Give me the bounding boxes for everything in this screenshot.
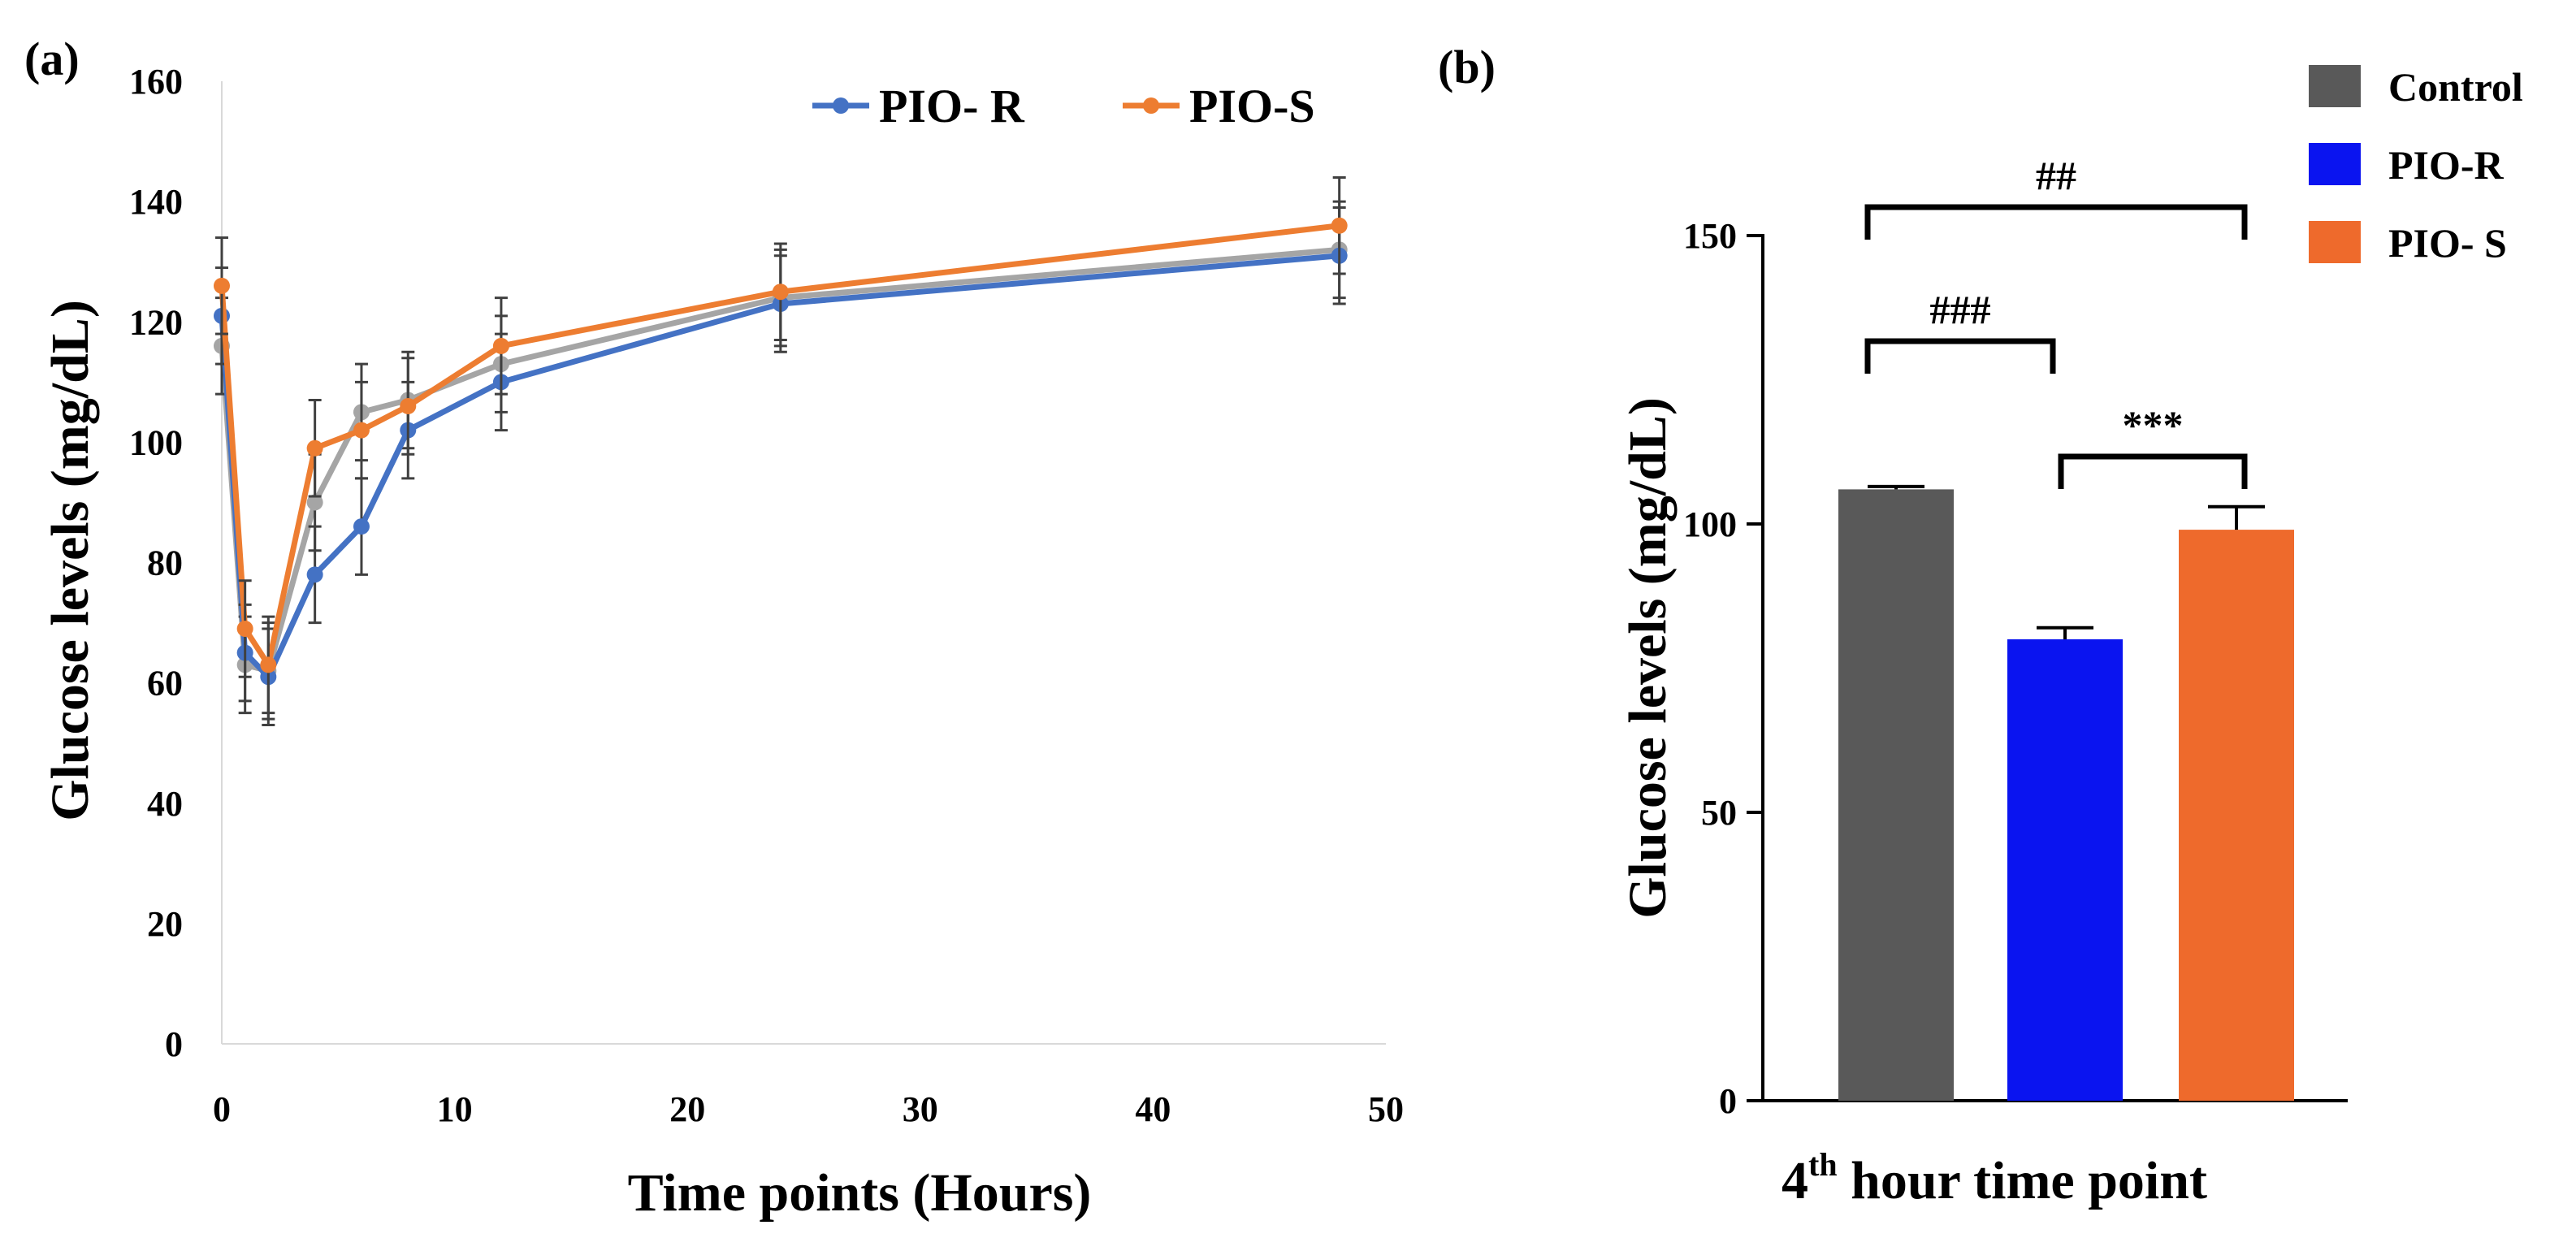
data-point (236, 620, 253, 637)
x-axis-title-b-main: 4 (1782, 1151, 1808, 1210)
legend-label-b: PIO-R (2388, 142, 2505, 188)
x-tick-label-a: 0 (213, 1089, 231, 1129)
y-tick-label-a: 160 (129, 62, 183, 102)
x-tick-label-a: 20 (669, 1089, 705, 1129)
data-point (353, 518, 370, 535)
y-tick-label-a: 120 (129, 302, 183, 342)
x-axis-title-b: 4th hour time point (1782, 1146, 2207, 1210)
data-point (772, 284, 789, 301)
significance-bracket (2058, 453, 2248, 489)
data-point (306, 566, 323, 583)
significance-label: *** (2123, 402, 2184, 448)
significance-bracket (1864, 338, 2056, 374)
legend-marker-a (833, 97, 849, 114)
significance-brackets: #####*** (1864, 153, 2248, 489)
y-tick-label-b: 150 (1683, 216, 1737, 256)
x-axis-title-b-sup: th (1808, 1146, 1838, 1183)
y-axis-title-b: Glucose levels (mg/dL) (1618, 397, 1678, 919)
legend-label-a: PIO-S (1189, 80, 1315, 132)
data-point (400, 397, 417, 414)
significance-label: ## (2036, 153, 2076, 198)
significance-label: ### (1930, 287, 1991, 332)
y-tick-label-a: 0 (165, 1024, 183, 1064)
x-axis-title-a: Time points (Hours) (628, 1163, 1092, 1223)
panel-label-b: (b) (1438, 41, 1496, 93)
y-tick-label-b: 100 (1683, 504, 1737, 544)
legend-label-b: PIO- S (2388, 220, 2507, 266)
legend-swatch-b (2309, 221, 2361, 263)
data-point (353, 422, 370, 439)
bar-control (1838, 489, 1954, 1101)
x-tick-label-a: 50 (1368, 1089, 1404, 1129)
x-tick-label-a: 10 (437, 1089, 473, 1129)
y-tick-label-a: 140 (129, 182, 183, 222)
y-tick-label-a: 40 (147, 784, 183, 824)
legend-swatch-b (2309, 143, 2361, 185)
bars-b (1838, 484, 2294, 1101)
significance-bracket (1864, 204, 2248, 240)
data-point (306, 439, 323, 457)
bar-pio-r (2007, 639, 2123, 1101)
data-point (1331, 217, 1348, 234)
panel-label-a: (a) (24, 32, 80, 85)
y-tick-label-a: 60 (147, 664, 183, 703)
y-tick-label-a: 80 (147, 543, 183, 583)
y-tick-label-a: 20 (147, 904, 183, 944)
series-group-a (214, 176, 1348, 726)
legend-a: PIO- R PIO-S (812, 80, 1315, 132)
line-chart-panel-a: (a) 0 20 40 60 80 100 120 140 160 0 10 20 30 40 50 PIO… (24, 32, 1404, 1223)
legend-swatch-b (2309, 65, 2361, 107)
y-tick-label-b: 50 (1701, 793, 1737, 833)
x-axis-title-b-rest: hour time point (1838, 1151, 2207, 1210)
legend-label-b: Control (2388, 64, 2523, 110)
legend-marker-a (1143, 97, 1159, 114)
data-point (214, 277, 230, 294)
data-point (306, 494, 323, 511)
y-axis-title-a: Glucose levels (mg/dL) (41, 300, 100, 821)
y-tick-label-b: 0 (1719, 1081, 1737, 1121)
legend-label-a: PIO- R (879, 80, 1025, 132)
data-point (492, 337, 509, 354)
bar-pio-s (2179, 530, 2294, 1101)
y-tick-label-a: 100 (129, 422, 183, 462)
y-axis-a: 0 20 40 60 80 100 120 140 160 0 10 20 30 40 50 (129, 62, 1404, 1129)
x-tick-label-a: 40 (1135, 1089, 1171, 1129)
x-tick-label-a: 30 (903, 1089, 938, 1129)
data-point (260, 656, 277, 673)
legend-b: Control PIO-R PIO- S (2309, 64, 2523, 266)
